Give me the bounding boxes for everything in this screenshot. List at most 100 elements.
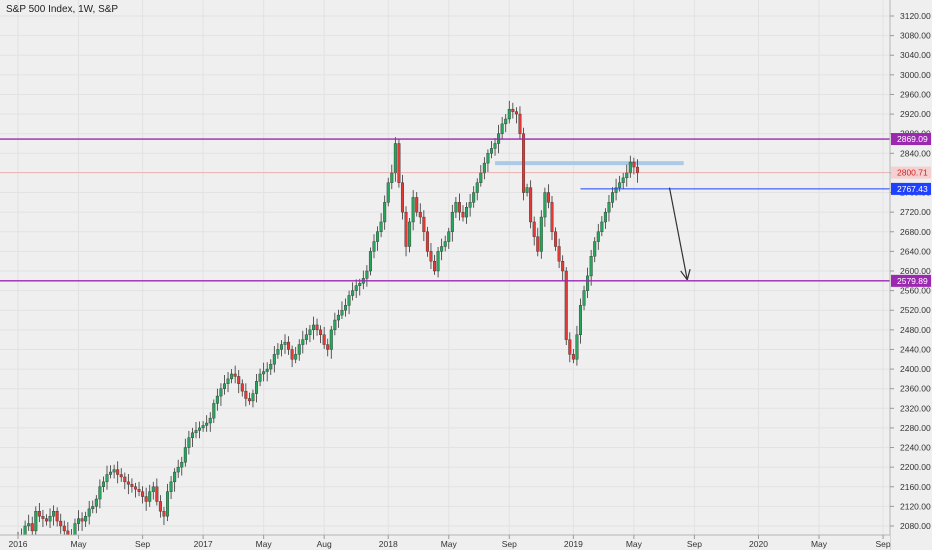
candle-body (62, 525, 66, 532)
y-tick-label: 2920.00 (900, 109, 931, 119)
candle-body (244, 390, 248, 399)
candle-body (141, 491, 145, 497)
candle-body (376, 231, 380, 242)
candle-body (52, 511, 56, 517)
candle-body (532, 221, 536, 237)
price-tag-label: 2579.89 (897, 276, 928, 286)
candle-body (436, 251, 440, 272)
y-tick-label: 2120.00 (900, 501, 931, 511)
y-tick-label: 2440.00 (900, 344, 931, 354)
candle-body (262, 371, 266, 375)
candle-body (308, 329, 312, 335)
candle-body (94, 498, 98, 507)
y-tick-label: 2640.00 (900, 246, 931, 256)
candle-body (158, 501, 162, 512)
candle-body (347, 295, 351, 306)
candle-body (279, 344, 283, 350)
candle-body (404, 211, 408, 247)
time-axis (0, 535, 890, 550)
candle-body (536, 236, 540, 252)
candle-body (522, 133, 526, 193)
candle-body (230, 373, 234, 380)
price-tag-label: 2869.09 (897, 134, 928, 144)
candle-body (507, 108, 511, 120)
arrow-head (686, 269, 691, 280)
candle-body (368, 251, 372, 272)
candle-body (479, 172, 483, 183)
candle-body (222, 383, 226, 389)
x-tick-label: Aug (317, 539, 332, 549)
x-tick-label: 2019 (564, 539, 583, 549)
candle-body (415, 197, 419, 213)
x-tick-label: May (626, 539, 643, 549)
candle-body (126, 481, 130, 485)
candle-body (283, 341, 287, 345)
candle-body (116, 469, 120, 475)
candle-body (294, 354, 298, 360)
candle-body (48, 515, 52, 522)
y-tick-label: 2200.00 (900, 462, 931, 472)
candle-body (162, 511, 166, 517)
candle-body (59, 520, 63, 527)
candle-body (326, 344, 330, 350)
candle-body (215, 395, 219, 404)
y-tick-label: 2520.00 (900, 305, 931, 315)
y-tick-label: 2720.00 (900, 207, 931, 217)
candle-body (457, 202, 461, 213)
candle-body (187, 437, 191, 448)
x-tick-label: 2016 (9, 539, 28, 549)
candle-body (119, 474, 123, 478)
candle-body (358, 283, 362, 286)
candle-body (240, 383, 244, 392)
candle-body (297, 344, 301, 355)
candle-body (255, 381, 259, 394)
candle-body (176, 466, 180, 473)
candle-body (301, 339, 305, 345)
candle-body (568, 339, 572, 355)
candle-body (112, 469, 116, 473)
candle-body (133, 486, 137, 490)
candle-body (411, 197, 415, 223)
y-tick-label: 2480.00 (900, 325, 931, 335)
candle-body (489, 148, 493, 154)
candle-body (596, 231, 600, 242)
candle-body (87, 508, 91, 517)
candle-body (593, 241, 597, 257)
candle-body (390, 172, 394, 183)
candle-body (372, 241, 376, 252)
x-tick-label: 2020 (749, 539, 768, 549)
candle-body (272, 354, 276, 365)
candle-body (123, 476, 127, 483)
candle-body (322, 334, 326, 345)
candle-body (155, 486, 159, 502)
candle-body (194, 430, 198, 434)
candle-body (422, 216, 426, 232)
y-tick-label: 2560.00 (900, 286, 931, 296)
candle-body (586, 275, 590, 291)
candle-body (518, 113, 522, 134)
candle-body (30, 523, 34, 532)
candle-body (77, 518, 81, 524)
candle-body (543, 192, 547, 218)
candle-body (173, 471, 177, 483)
candle-body (137, 489, 141, 492)
candle-body (144, 496, 148, 502)
candle-body (632, 161, 636, 168)
candle-body (628, 161, 632, 174)
x-tick-label: Sep (687, 539, 702, 549)
candle-body (190, 432, 194, 438)
candle-body (151, 486, 155, 492)
candle-body (433, 260, 437, 272)
candle-body (169, 481, 173, 492)
candle-body (589, 256, 593, 277)
candle-body (27, 523, 31, 527)
candle-body (539, 216, 543, 252)
candle-body (251, 393, 255, 402)
candle-body (561, 260, 565, 272)
y-tick-label: 2680.00 (900, 227, 931, 237)
candle-body (55, 511, 59, 522)
candle-body (329, 329, 333, 350)
candle-body (344, 305, 348, 311)
x-tick-label: 2017 (194, 539, 213, 549)
